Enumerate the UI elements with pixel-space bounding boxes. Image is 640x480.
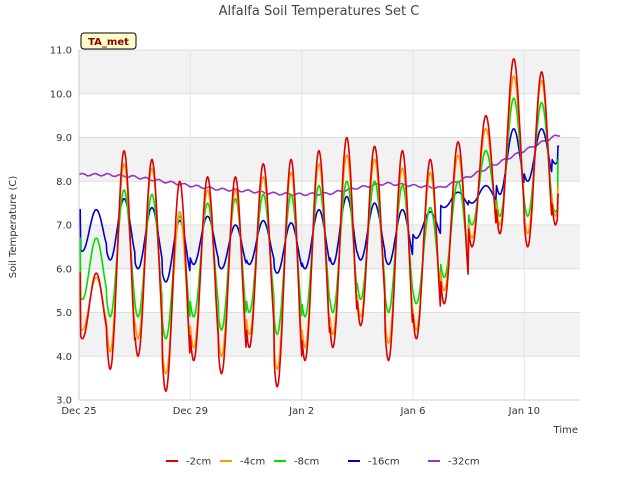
y-tick-label: 9.0: [56, 133, 72, 144]
x-tick-label: Jan 2: [288, 406, 314, 417]
station-badge: TA_met: [80, 32, 137, 50]
y-tick-label: 11.0: [50, 46, 72, 57]
legend-label: -32cm: [448, 457, 480, 468]
series-lines: [78, 58, 560, 392]
legend-label: -4cm: [240, 457, 265, 468]
x-tick-label: Jan 6: [400, 406, 426, 417]
series-line-minus-16cm: [78, 128, 560, 283]
plot-band: [79, 50, 580, 94]
x-tick-label: Dec 25: [61, 406, 96, 417]
legend-label: -16cm: [368, 457, 400, 468]
y-axis-title: Soil Temperature (C): [8, 176, 19, 279]
y-tick-label: 6.0: [56, 264, 72, 275]
station-badge-box: [80, 32, 137, 50]
x-tick-label: Dec 29: [173, 406, 208, 417]
plot-band: [79, 137, 580, 182]
y-tick-label: 8.0: [56, 177, 72, 188]
axes: [78, 50, 580, 401]
series-line-minus-32cm: [78, 134, 560, 197]
legend: -2cm -4cm -8cm -16cm -32cm: [166, 457, 480, 468]
x-axis-title: Time: [553, 425, 578, 436]
y-tick-labels: 3.0 4.0 5.0 6.0 7.0 8.0 9.0 10.0 11.0: [50, 46, 72, 407]
legend-label: -8cm: [294, 457, 319, 468]
y-tick-label: 10.0: [50, 89, 72, 100]
chart-title: Alfalfa Soil Temperatures Set C: [219, 4, 420, 19]
y-tick-label: 3.0: [56, 396, 72, 407]
plot-band: [79, 225, 580, 269]
x-tick-label: Jan 10: [508, 406, 540, 417]
legend-label: -2cm: [186, 457, 211, 468]
y-tick-label: 5.0: [56, 308, 72, 319]
y-tick-label: 7.0: [56, 221, 72, 232]
series-line-minus-2cm: [78, 58, 560, 392]
x-tick-labels: Dec 25 Dec 29 Jan 2 Jan 6 Jan 10: [61, 406, 540, 417]
station-badge-label: TA_met: [88, 37, 129, 48]
y-tick-label: 4.0: [56, 352, 72, 363]
